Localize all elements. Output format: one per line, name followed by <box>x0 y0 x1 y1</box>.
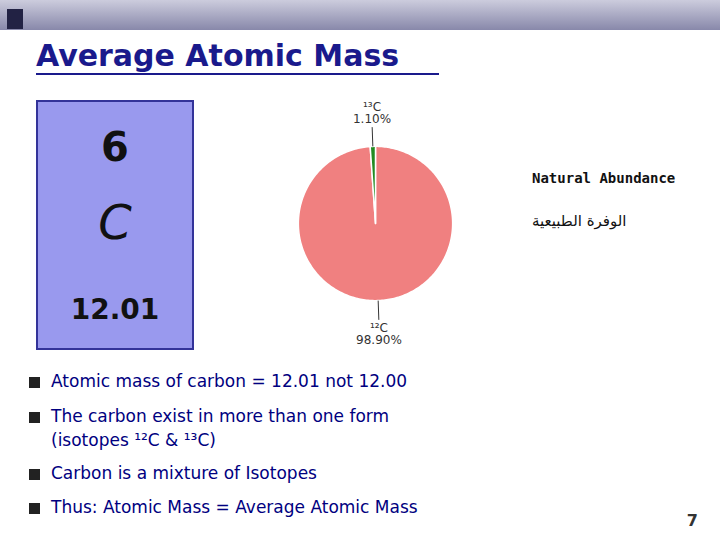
html-text:The carbon exist in more than: The carbon exist in more than one form (… <box>51 406 390 450</box>
html-text:Atomic mass of carbon = 12.01: Atomic mass of carbon = 12.01 not 12.00 <box>51 371 408 391</box>
html-text:الوفرة الطبيعية: الوفرة الطبيعية <box>532 212 627 230</box>
html-text:Thus: Atomic Mass = Average At: Thus: Atomic Mass = Average Atomic Mass <box>51 497 418 517</box>
html-text:6: 6 <box>101 124 129 170</box>
html-text:Carbon is a mixture of Isotope: Carbon is a mixture of Isotopes <box>51 463 317 483</box>
html-text:12.01: 12.01 <box>70 293 160 326</box>
html-text:Natural Abundance: Natural Abundance <box>532 170 676 186</box>
html-text:C: C <box>98 194 132 250</box>
svg-text:¹²C98.90%: ¹²C98.90% <box>356 321 402 347</box>
svg-text:¹³C1.10%: ¹³C1.10% <box>353 100 391 126</box>
html-text:Average Atomic Mass: Average Atomic Mass <box>36 38 400 73</box>
html-text:7: 7 <box>686 511 698 530</box>
